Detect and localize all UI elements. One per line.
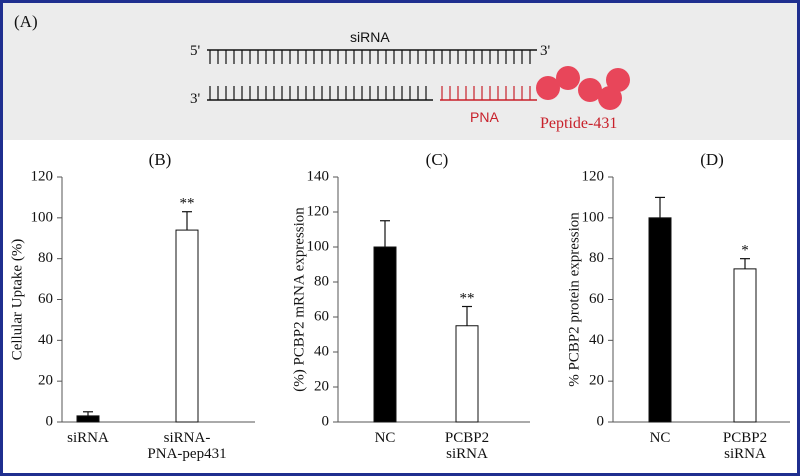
y-tick-label: 20: [589, 373, 604, 389]
y-tick-label: 80: [38, 250, 53, 266]
y-tick-label: 120: [307, 203, 330, 219]
y-tick-label: 100: [307, 238, 330, 254]
y-tick-label: 120: [31, 168, 54, 184]
y-tick-label: 100: [582, 209, 605, 225]
bead: [536, 76, 560, 100]
y-tick-label: 140: [307, 168, 330, 184]
y-tick-label: 60: [589, 291, 604, 307]
peptide: [536, 66, 630, 110]
x-tick-label: NC: [650, 430, 671, 446]
bar: [76, 415, 100, 423]
x-tick-label: PCBP2 siRNA: [723, 430, 767, 462]
pna-label: PNA: [470, 109, 499, 125]
bar: [373, 246, 397, 423]
y-tick-label: 40: [589, 332, 604, 348]
y-tick-label: 80: [314, 273, 329, 289]
y-tick-label: 0: [597, 413, 605, 429]
y-tick-label: 60: [38, 291, 53, 307]
strand-end: 5': [190, 43, 201, 59]
bead: [606, 68, 630, 92]
strand-end: 3': [540, 43, 551, 59]
chart-title: (C): [426, 150, 449, 169]
y-tick-label: 20: [314, 378, 329, 394]
x-tick-label: NC: [375, 430, 396, 446]
chart-title: (B): [149, 150, 172, 169]
bar: [648, 217, 672, 423]
panel-a-background: [2, 2, 798, 140]
y-axis-label: Cellular Uptake (%): [9, 239, 25, 361]
panel-label: (A): [14, 12, 38, 31]
y-axis-label: (%) PCBP2 mRNA expression: [291, 207, 307, 392]
rna-ladder: [207, 49, 537, 101]
significance: **: [460, 291, 475, 307]
significance: **: [180, 196, 195, 212]
strand-end: 3': [190, 91, 201, 107]
y-axis-label: % PCBP2 protein expression: [566, 212, 582, 387]
bead: [556, 66, 580, 90]
bar: [175, 229, 199, 423]
y-tick-label: 40: [314, 343, 329, 359]
peptide-label: Peptide-431: [540, 115, 617, 132]
y-tick-label: 120: [582, 168, 605, 184]
y-tick-label: 20: [38, 373, 53, 389]
y-tick-label: 0: [322, 413, 330, 429]
y-tick-label: 0: [46, 413, 54, 429]
y-tick-label: 40: [38, 332, 53, 348]
y-tick-label: 60: [314, 308, 329, 324]
chart-title: (D): [700, 150, 724, 169]
x-tick-label: siRNA: [67, 430, 109, 446]
strand-label: siRNA: [350, 29, 390, 45]
x-tick-label: siRNA-PNA-pep431: [147, 430, 226, 462]
bar: [455, 325, 479, 423]
significance: *: [741, 243, 749, 259]
x-tick-label: PCBP2 siRNA: [445, 430, 489, 462]
y-tick-label: 100: [31, 209, 54, 225]
y-tick-label: 80: [589, 250, 604, 266]
bead: [578, 78, 602, 102]
bar: [733, 268, 757, 423]
bead: [598, 86, 622, 110]
